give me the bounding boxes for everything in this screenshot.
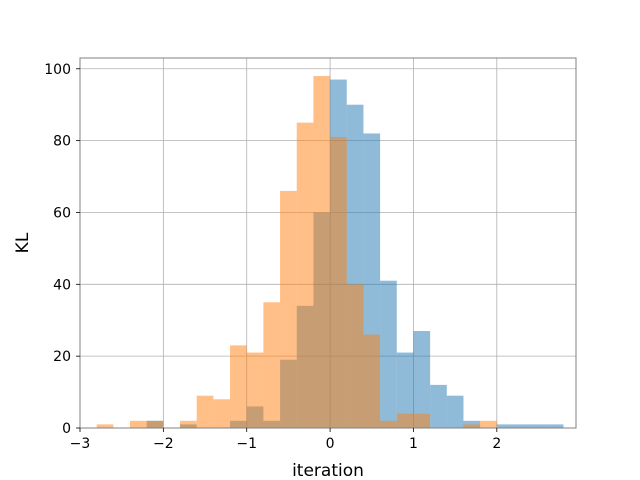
histogram-bar xyxy=(413,413,431,428)
histogram-bar xyxy=(463,424,481,428)
x-tick-label: −3 xyxy=(70,436,91,452)
histogram-bar xyxy=(480,420,497,428)
x-tick-label: −1 xyxy=(236,436,257,452)
histogram-bars xyxy=(96,75,564,429)
histogram-bar xyxy=(396,413,414,428)
x-tick-label: 2 xyxy=(492,436,501,452)
y-tick-label: 40 xyxy=(53,277,71,293)
histogram-bar xyxy=(246,352,264,428)
y-axis-label: KL xyxy=(13,232,33,253)
y-tick-label: 60 xyxy=(53,205,71,221)
x-tick-labels: −3 −2 −1 0 1 2 xyxy=(70,436,502,452)
y-tick-labels: 0 20 40 60 80 100 xyxy=(44,62,71,437)
histogram-bar xyxy=(213,399,231,428)
histogram-bar xyxy=(230,345,247,428)
series-2 xyxy=(96,75,497,429)
histogram-bar xyxy=(446,395,464,428)
histogram-bar xyxy=(130,420,147,428)
histogram-bar xyxy=(413,331,431,428)
histogram-bar xyxy=(546,424,564,428)
histogram-bar xyxy=(263,302,281,428)
histogram-bar xyxy=(430,384,447,428)
histogram-bar xyxy=(363,334,381,428)
histogram-bar xyxy=(313,75,331,428)
x-axis-label: iteration xyxy=(292,461,364,480)
histogram-bar xyxy=(396,352,414,428)
y-tick-label: 20 xyxy=(53,349,71,365)
histogram-bar xyxy=(180,420,197,428)
y-tick-label: 0 xyxy=(62,421,71,437)
histogram-bar xyxy=(330,137,347,429)
x-tick-label: 0 xyxy=(326,436,335,452)
histogram-bar xyxy=(380,420,397,428)
histogram-bar xyxy=(196,395,214,428)
histogram-bar xyxy=(296,122,314,429)
histogram-bar xyxy=(496,424,514,428)
histogram-bar xyxy=(280,190,297,428)
tick-marks xyxy=(76,68,498,432)
x-tick-label: −2 xyxy=(153,436,174,452)
plot-frame xyxy=(79,57,577,429)
histogram-bar xyxy=(530,424,547,428)
histogram-bar xyxy=(146,420,164,428)
y-tick-label: 100 xyxy=(44,62,71,78)
histogram-bar xyxy=(513,424,531,428)
x-tick-label: 1 xyxy=(409,436,418,452)
histogram-bar xyxy=(96,424,114,428)
histogram-bar xyxy=(380,280,397,428)
y-tick-label: 80 xyxy=(53,134,71,150)
histogram-bar xyxy=(346,284,364,428)
